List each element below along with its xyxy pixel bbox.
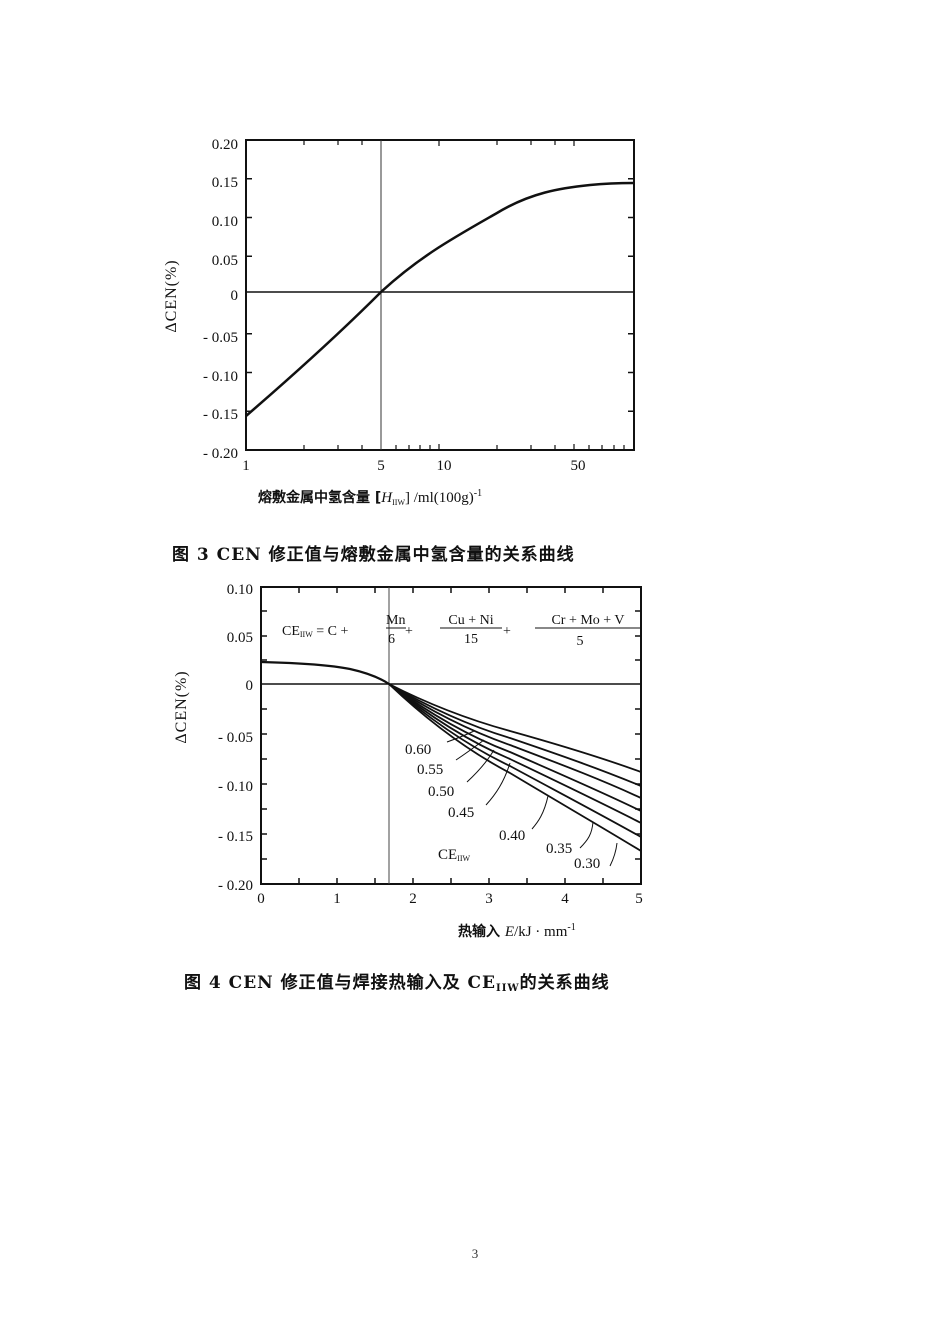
page-number: 3	[471, 1246, 479, 1261]
fig4-ce-curves	[388, 683, 642, 852]
curve-0.35	[388, 683, 642, 838]
svg-text:- 0.15: - 0.15	[203, 407, 238, 423]
svg-text:0.05: 0.05	[227, 630, 253, 646]
svg-text:0.10: 0.10	[212, 214, 238, 230]
svg-text:- 0.15: - 0.15	[218, 829, 253, 845]
figure-4-chart: ΔCEN(%) 0.10 0.05 0 - 0.05 - 0.10 - 0.15…	[173, 582, 643, 940]
svg-text:+: +	[503, 624, 511, 639]
svg-text:Cu + Ni: Cu + Ni	[448, 613, 493, 628]
fig4-y-axis-label: ΔCEN(%)	[173, 670, 190, 743]
fig4-common-curve	[260, 660, 390, 685]
figure-4-caption: 图 4 CEN 修正值与焊接热输入及 CEIIW的关系曲线	[184, 968, 610, 994]
curve-0.45	[388, 683, 642, 812]
svg-text:0.45: 0.45	[448, 805, 474, 821]
svg-text:6: 6	[388, 632, 395, 647]
svg-text:0.35: 0.35	[546, 841, 572, 857]
svg-text:0.40: 0.40	[499, 828, 525, 844]
svg-text:5: 5	[377, 458, 385, 474]
svg-text:4: 4	[561, 891, 569, 907]
svg-text:Cr + Mo + V: Cr + Mo + V	[551, 613, 624, 628]
fig4-y-ticks	[261, 610, 641, 860]
svg-text:2: 2	[409, 891, 417, 907]
fig4-y-tick-labels: 0.10 0.05 0 - 0.05 - 0.10 - 0.15 - 0.20	[218, 582, 253, 894]
svg-text:0.50: 0.50	[428, 784, 454, 800]
svg-text:50: 50	[571, 458, 586, 474]
fig4-legend-title: CEIIW	[438, 847, 471, 863]
fig3-y-ticks	[246, 178, 634, 412]
curve-0.50	[388, 683, 642, 799]
svg-text:5: 5	[635, 891, 643, 907]
svg-text:3: 3	[485, 891, 493, 907]
svg-text:0: 0	[231, 288, 239, 304]
svg-text:0.05: 0.05	[212, 253, 238, 269]
fig3-y-axis-label: ΔCEN(%)	[163, 259, 180, 332]
fig3-x-ticks	[303, 140, 625, 450]
fig3-plot-frame	[245, 139, 635, 451]
svg-text:10: 10	[437, 458, 452, 474]
figure-4-caption-post: 的关系曲线	[519, 973, 610, 993]
svg-text:5: 5	[577, 634, 584, 649]
figure-4-caption-pre: 图 4 CEN 修正值与焊接热输入及 CE	[184, 973, 497, 993]
svg-text:- 0.20: - 0.20	[218, 878, 253, 894]
svg-text:15: 15	[464, 632, 478, 647]
figure-3-caption: 图 3 CEN 修正值与熔敷金属中氢含量的关系曲线	[172, 545, 575, 565]
curve-0.55	[388, 683, 642, 787]
svg-text:1: 1	[242, 458, 250, 474]
svg-text:0.55: 0.55	[417, 762, 443, 778]
fig3-hydrogen-curve	[245, 181, 635, 417]
svg-text:- 0.10: - 0.10	[218, 779, 253, 795]
figure-4-caption-sub: IIW	[496, 983, 520, 994]
fig4-curve-labels: 0.60 0.55 0.50 0.45 0.40 0.35 0.30	[405, 742, 600, 872]
fig3-x-tick-labels: 1 5 10 50	[242, 458, 585, 474]
svg-text:Mn: Mn	[386, 613, 405, 628]
fig3-y-tick-labels: 0.20 0.15 0.10 0.05 0 - 0.05 - 0.10 - 0.…	[203, 137, 238, 462]
fig4-label-leaders	[446, 730, 618, 867]
svg-text:CEIIW = C +: CEIIW = C +	[282, 624, 349, 639]
curve-0.40	[388, 683, 642, 824]
fig4-formula: CEIIW = C + Mn 6 + Cu + Ni 15 + Cr + Mo …	[282, 613, 641, 649]
svg-text:0: 0	[257, 891, 265, 907]
figure-3-chart: ΔCEN(%) 0.20 0.15 0.10 0.05 0 - 0.05 -	[163, 137, 635, 507]
fig3-x-axis-label: 熔敷金属中氢含量 [HIIW] /ml(100g)-1	[258, 488, 482, 507]
svg-text:- 0.20: - 0.20	[203, 446, 238, 462]
fig4-x-axis-label: 热输入 E/kJ · mm-1	[458, 922, 576, 940]
fig4-x-ticks	[298, 587, 604, 884]
svg-text:0.15: 0.15	[212, 175, 238, 191]
svg-text:- 0.10: - 0.10	[203, 369, 238, 385]
svg-text:0.30: 0.30	[574, 856, 600, 872]
svg-text:0.60: 0.60	[405, 742, 431, 758]
svg-text:+: +	[405, 624, 413, 639]
svg-text:0.20: 0.20	[212, 137, 238, 153]
svg-text:0: 0	[246, 678, 254, 694]
svg-text:- 0.05: - 0.05	[218, 730, 253, 746]
curve-0.30	[388, 683, 642, 852]
curve-0.60	[388, 683, 642, 773]
svg-text:- 0.05: - 0.05	[203, 330, 238, 346]
svg-text:1: 1	[333, 891, 341, 907]
fig4-x-tick-labels: 0 1 2 3 4 5	[257, 891, 643, 907]
svg-text:0.10: 0.10	[227, 582, 253, 598]
